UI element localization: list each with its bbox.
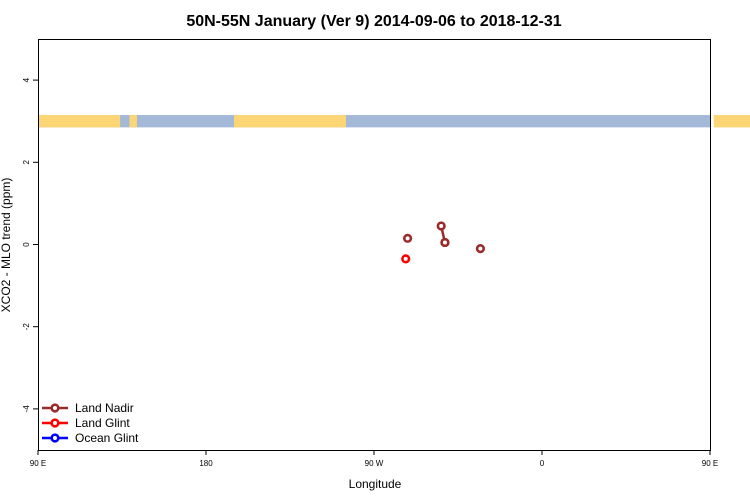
x-tick-label: 0	[540, 459, 545, 468]
data-point	[475, 244, 486, 254]
data-point	[440, 237, 450, 248]
y-tick-label: -2	[22, 323, 31, 331]
surface-band	[38, 115, 750, 128]
data-layer	[401, 221, 486, 264]
chart-title: 50N-55N January (Ver 9) 2014-09-06 to 20…	[186, 13, 561, 30]
legend-swatch-marker	[50, 418, 60, 428]
land-band-segment	[38, 115, 121, 128]
legend-swatch-marker	[50, 433, 60, 443]
legend-swatch-marker	[50, 403, 60, 413]
y-axis: -4 -2 0 2 4	[22, 77, 38, 412]
land-band-segment	[129, 115, 137, 128]
y-tick-label: 0	[22, 242, 31, 247]
x-tick-label: 90 E	[702, 459, 718, 468]
y-tick-label: -4	[22, 405, 31, 413]
x-tick-label: 90 W	[365, 459, 384, 468]
x-tick-label: 180	[199, 459, 213, 468]
land-band-segment	[713, 115, 750, 128]
data-point	[403, 233, 413, 243]
legend-label: Land Nadir	[75, 401, 134, 415]
y-tick-label: 4	[22, 77, 31, 82]
legend-label: Ocean Glint	[75, 431, 139, 445]
y-axis-label: XCO2 - MLO trend (ppm)	[0, 178, 13, 313]
data-point	[436, 221, 446, 231]
plot-frame	[38, 39, 711, 451]
land-band-segment	[234, 115, 346, 128]
y-tick-label: 2	[22, 160, 31, 165]
legend-label: Land Glint	[75, 416, 130, 430]
ocean-band	[38, 115, 710, 128]
x-tick-label: 90 E	[30, 459, 46, 468]
x-axis-label: Longitude	[349, 477, 402, 491]
data-point	[401, 254, 411, 264]
